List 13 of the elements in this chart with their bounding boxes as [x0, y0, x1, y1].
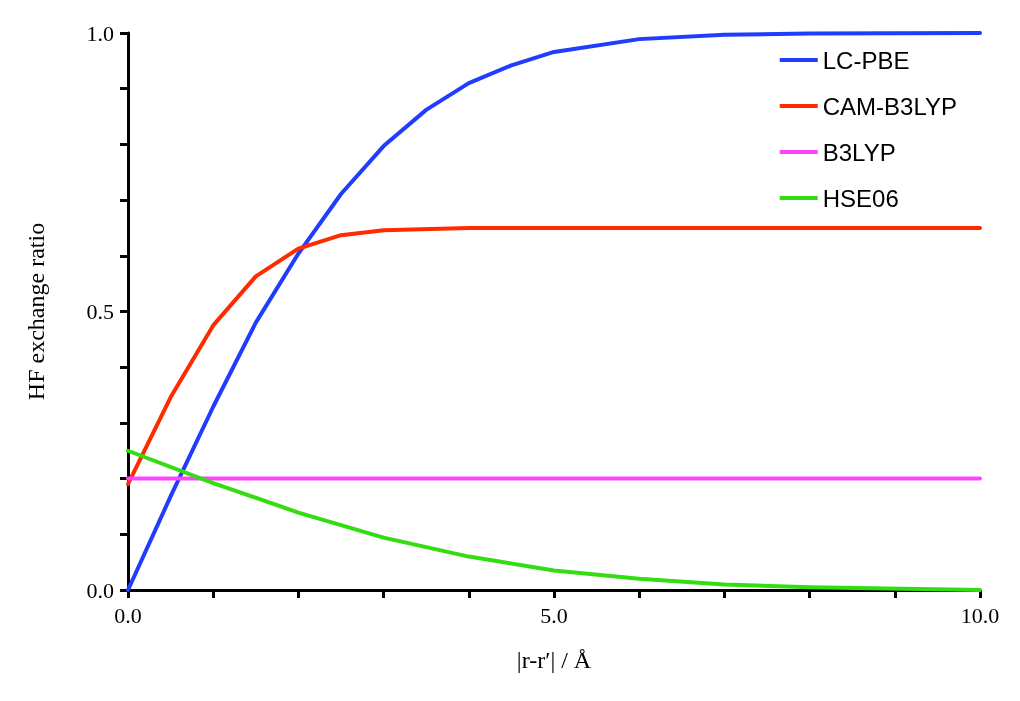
x-tick-label: 0.0	[114, 602, 142, 628]
y-tick-label: 1.0	[86, 20, 114, 46]
legend-label: HSE06	[822, 184, 899, 212]
legend-label: B3LYP	[822, 138, 896, 166]
y-tick-label: 0.5	[86, 299, 114, 324]
legend-label: LC-PBE	[822, 46, 910, 74]
x-tick-label: 5.0	[540, 602, 568, 628]
legend-label: CAM-B3LYP	[822, 92, 957, 120]
line-series	[126, 225, 982, 487]
y-tick-label: 0.0	[86, 577, 114, 603]
x-tick-label: 10.0	[960, 602, 1000, 628]
x-axis-title: |r-r′| / Å	[516, 647, 592, 673]
y-axis-title: HF exchange ratio	[23, 222, 49, 401]
